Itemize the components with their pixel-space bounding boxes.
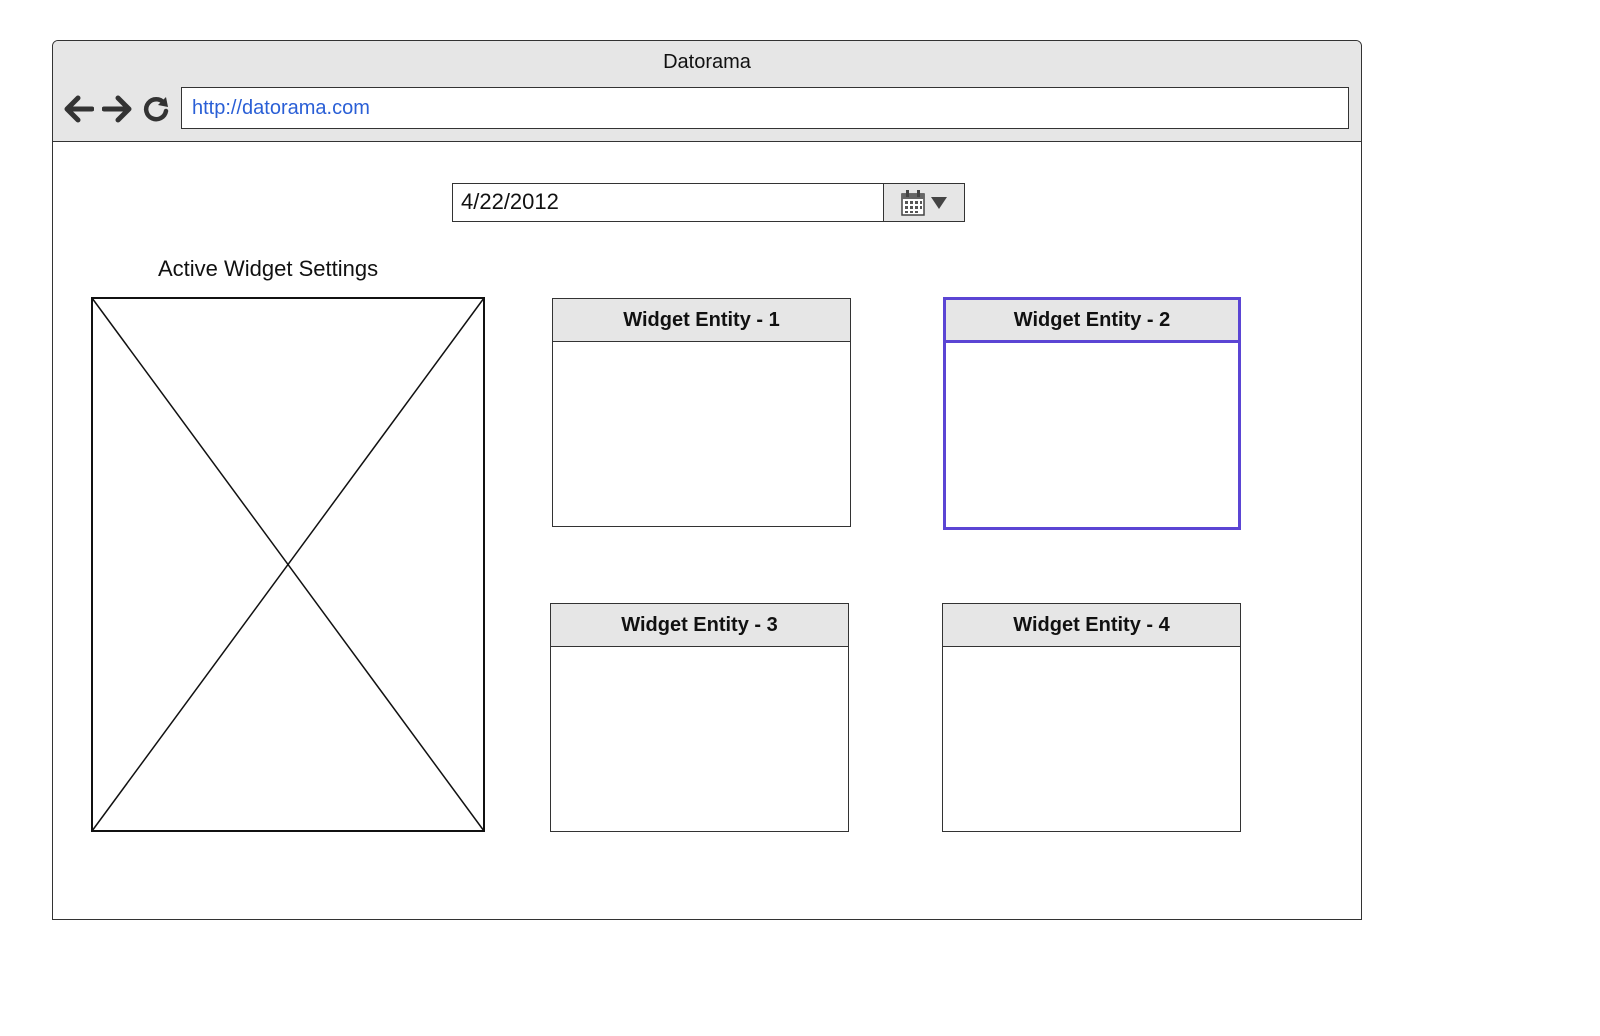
widget-entity-1[interactable]: Widget Entity - 1 [552, 298, 851, 527]
dropdown-arrow-icon [931, 196, 947, 209]
back-button[interactable] [63, 93, 95, 125]
widget-entity-2[interactable]: Widget Entity - 2 [943, 297, 1241, 530]
reload-button[interactable] [140, 93, 172, 125]
widget-title: Widget Entity - 3 [551, 604, 848, 647]
widget-title: Widget Entity - 1 [553, 299, 850, 342]
widget-entity-3[interactable]: Widget Entity - 3 [550, 603, 849, 832]
window-title: Datorama [663, 51, 751, 73]
settings-label: Active Widget Settings [158, 256, 379, 281]
reload-icon [143, 97, 169, 122]
widget-title: Widget Entity - 4 [943, 604, 1240, 647]
image-placeholder-icon [91, 297, 485, 832]
url-input[interactable] [181, 87, 1349, 129]
date-input[interactable]: 4/22/2012 [452, 183, 885, 222]
arrow-left-icon [64, 95, 94, 123]
widget-entity-4[interactable]: Widget Entity - 4 [942, 603, 1241, 832]
arrow-right-icon [102, 95, 132, 123]
widget-title: Widget Entity - 2 [946, 300, 1238, 343]
date-picker-button[interactable] [883, 183, 965, 222]
forward-button[interactable] [101, 93, 133, 125]
calendar-icon [901, 189, 925, 216]
browser-chrome: Datorama [53, 41, 1361, 142]
